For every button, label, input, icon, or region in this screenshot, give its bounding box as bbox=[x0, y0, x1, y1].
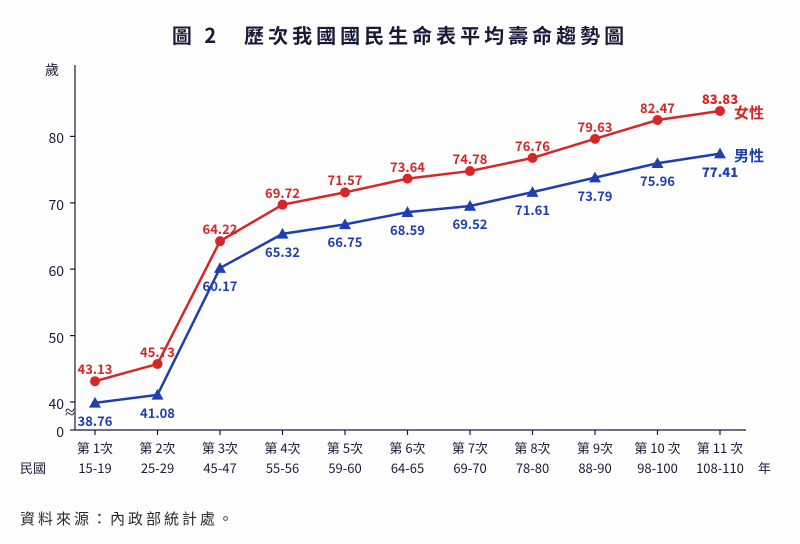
data-label-female: 79.63 bbox=[570, 117, 620, 136]
data-label-female: 71.57 bbox=[320, 170, 370, 189]
data-label-male: 65.32 bbox=[258, 242, 308, 261]
x-category-label: 第 1次 bbox=[65, 438, 125, 457]
data-label-male: 60.17 bbox=[195, 276, 245, 295]
x-category-label: 第 2次 bbox=[128, 438, 188, 457]
x-year-label: 59-60 bbox=[315, 458, 375, 477]
x-year-label: 78-80 bbox=[503, 458, 563, 477]
x-category-label: 第 11 次 bbox=[690, 438, 750, 457]
data-label-female: 64.22 bbox=[195, 219, 245, 238]
y-tick-label: 60 bbox=[0, 261, 64, 281]
x-category-label: 第 7次 bbox=[440, 438, 500, 457]
data-label-female: 45.73 bbox=[133, 342, 183, 361]
data-label-female: 74.78 bbox=[445, 149, 495, 168]
y-tick-label: 80 bbox=[0, 128, 64, 148]
x-year-label: 88-90 bbox=[565, 458, 625, 477]
x-year-label: 25-29 bbox=[128, 458, 188, 477]
x-year-label: 108-110 bbox=[690, 458, 750, 477]
x-year-label: 55-56 bbox=[253, 458, 313, 477]
x-year-label: 69-70 bbox=[440, 458, 500, 477]
series-line-female bbox=[95, 111, 720, 381]
data-label-male: 68.59 bbox=[383, 220, 433, 239]
data-label-male: 38.76 bbox=[70, 411, 120, 430]
x-category-label: 第 6次 bbox=[378, 438, 438, 457]
y-tick-label: 40 bbox=[0, 394, 64, 414]
data-label-male: 41.08 bbox=[133, 403, 183, 422]
y-tick-label: 0 bbox=[0, 422, 64, 442]
data-label-male: 71.61 bbox=[508, 200, 558, 219]
data-label-female: 73.64 bbox=[383, 157, 433, 176]
data-label-female: 76.76 bbox=[508, 136, 558, 155]
x-year-label: 15-19 bbox=[65, 458, 125, 477]
series-line-male bbox=[95, 154, 720, 403]
x-year-label: 64-65 bbox=[378, 458, 438, 477]
y-tick-label: 50 bbox=[0, 328, 64, 348]
x-category-label: 第 5次 bbox=[315, 438, 375, 457]
x-year-label: 45-47 bbox=[190, 458, 250, 477]
data-label-male: 75.96 bbox=[633, 171, 683, 190]
legend-female: 女性 bbox=[734, 102, 764, 123]
legend-male: 男性 bbox=[734, 145, 764, 166]
x-category-label: 第 3次 bbox=[190, 438, 250, 457]
data-label-male: 73.79 bbox=[570, 186, 620, 205]
data-label-male: 69.52 bbox=[445, 214, 495, 233]
data-label-female: 82.47 bbox=[633, 98, 683, 117]
data-label-male: 66.75 bbox=[320, 232, 370, 251]
x-category-label: 第 4次 bbox=[253, 438, 313, 457]
x-year-label: 98-100 bbox=[628, 458, 688, 477]
x-category-label: 第 10 次 bbox=[628, 438, 688, 457]
data-label-female: 69.72 bbox=[258, 183, 308, 202]
x-category-label: 第 8次 bbox=[503, 438, 563, 457]
x-category-label: 第 9次 bbox=[565, 438, 625, 457]
marker-male bbox=[214, 262, 226, 273]
data-label-female: 43.13 bbox=[70, 359, 120, 378]
y-tick-label: 70 bbox=[0, 195, 64, 215]
